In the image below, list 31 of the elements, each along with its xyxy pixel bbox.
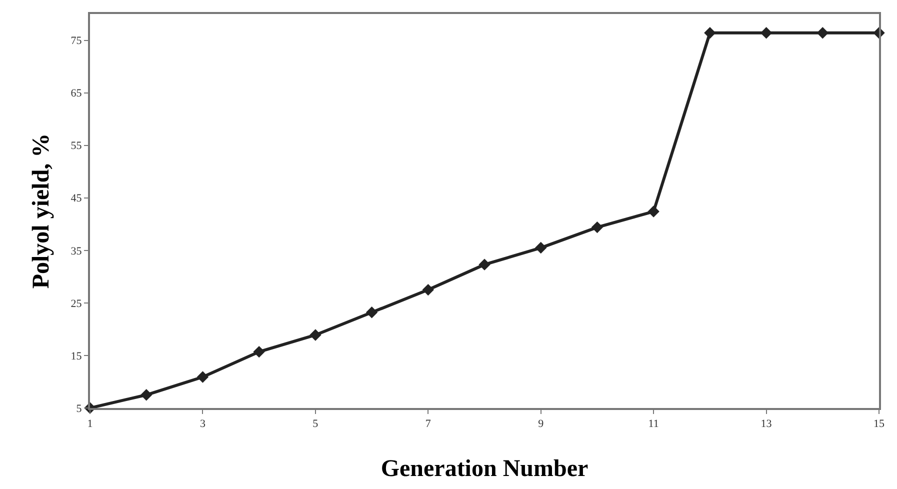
y-tick-label: 15 (70, 350, 82, 362)
x-tick-label: 3 (200, 418, 206, 430)
point (704, 27, 716, 39)
y-tick-label: 65 (70, 88, 82, 100)
point (366, 306, 378, 318)
point (196, 371, 209, 383)
y-tick-label: 45 (70, 192, 82, 205)
point (478, 258, 490, 270)
x-tick-label: 1 (87, 418, 93, 430)
x-tick-label: 15 (874, 418, 885, 430)
x-tick-label: 13 (760, 418, 772, 430)
point (310, 329, 322, 341)
x-tick-label: 11 (648, 418, 659, 430)
point (760, 27, 772, 39)
y-tick-label: 35 (70, 245, 82, 258)
y-tick-label: 75 (70, 35, 82, 48)
y-tick-label: 5 (76, 402, 82, 415)
point (648, 206, 660, 218)
y-axis-title: Polyol yield, % (28, 133, 54, 289)
x-tick-label: 5 (312, 418, 319, 430)
point (535, 242, 547, 254)
point (422, 284, 434, 296)
point (816, 27, 828, 39)
y-tick-label: 55 (70, 140, 82, 152)
x-axis-title: Generation Number (380, 456, 588, 482)
x-tick-label: 9 (538, 418, 544, 430)
point (140, 389, 152, 401)
point (253, 346, 265, 358)
point (591, 221, 604, 234)
y-tick-label: 25 (70, 298, 82, 310)
x-tick-label: 7 (425, 418, 432, 430)
